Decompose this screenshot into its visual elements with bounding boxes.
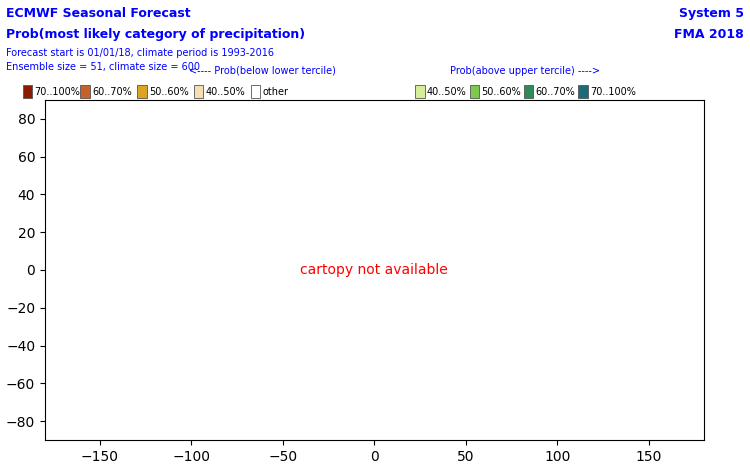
Text: ECMWF Seasonal Forecast: ECMWF Seasonal Forecast: [6, 7, 190, 20]
Text: 40..50%: 40..50%: [206, 86, 245, 97]
Text: cartopy not available: cartopy not available: [300, 263, 448, 277]
Text: Prob(most likely category of precipitation): Prob(most likely category of precipitati…: [6, 28, 305, 42]
Text: other: other: [262, 86, 289, 97]
Text: Ensemble size = 51, climate size = 600: Ensemble size = 51, climate size = 600: [6, 62, 200, 72]
Text: 70..100%: 70..100%: [34, 86, 80, 97]
Text: 50..60%: 50..60%: [482, 86, 521, 97]
Text: Forecast start is 01/01/18, climate period is 1993-2016: Forecast start is 01/01/18, climate peri…: [6, 48, 274, 58]
Text: 50..60%: 50..60%: [149, 86, 189, 97]
Text: 60..70%: 60..70%: [536, 86, 575, 97]
Text: 40..50%: 40..50%: [427, 86, 466, 97]
Text: <---- Prob(below lower tercile): <---- Prob(below lower tercile): [189, 66, 336, 76]
Text: 70..100%: 70..100%: [590, 86, 636, 97]
Text: System 5: System 5: [679, 7, 744, 20]
Text: Prob(above upper tercile) ---->: Prob(above upper tercile) ---->: [450, 66, 600, 76]
Text: 60..70%: 60..70%: [92, 86, 132, 97]
Text: FMA 2018: FMA 2018: [674, 28, 744, 42]
